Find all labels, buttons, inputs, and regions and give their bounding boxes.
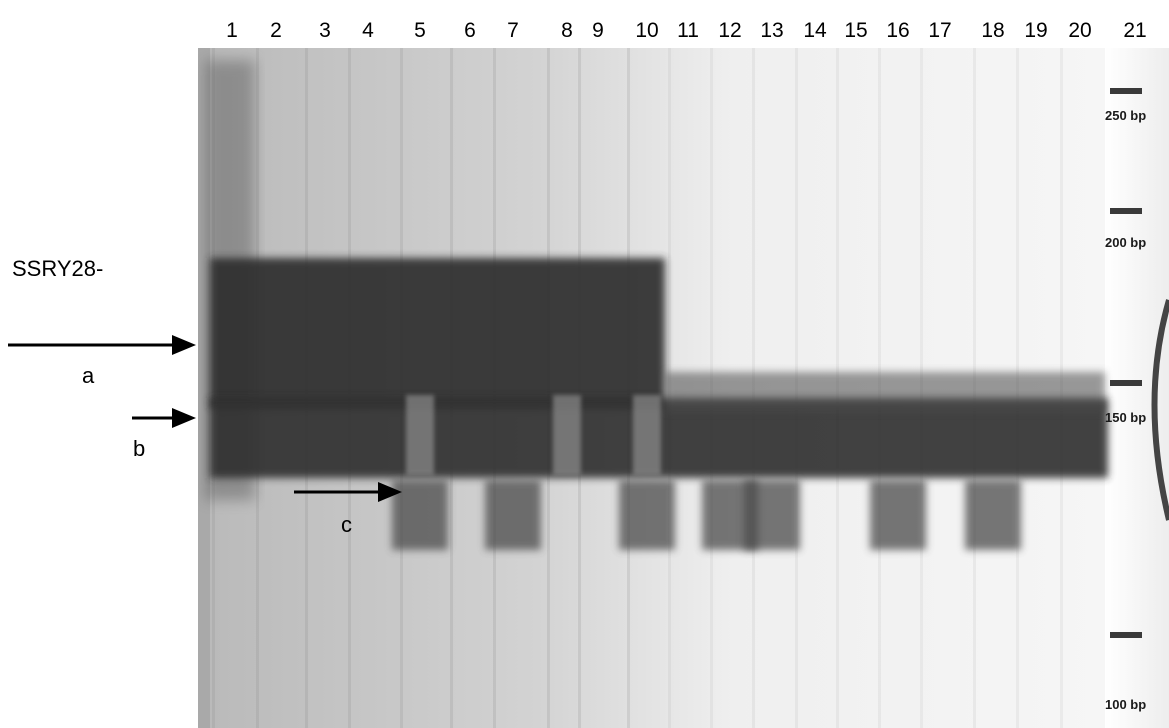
pale-spot — [406, 395, 434, 475]
pale-spot — [553, 395, 581, 475]
lane-number: 1 — [226, 19, 238, 42]
lane-number: 11 — [677, 19, 699, 42]
arrow-c-label: c — [341, 512, 352, 537]
ladder-arc — [1151, 299, 1169, 521]
lane-number: 21 — [1123, 19, 1146, 42]
lane-number: 14 — [803, 19, 827, 42]
ladder-labels: 250 bp 200 bp 150 bp 100 bp — [1105, 108, 1146, 712]
lane-number: 20 — [1068, 19, 1091, 42]
lane-number: 17 — [928, 19, 951, 42]
ladder-label: 150 bp — [1105, 410, 1146, 425]
band-c — [619, 480, 675, 550]
ladder-background — [1105, 48, 1169, 728]
band-layer — [205, 60, 1108, 550]
lane-number: 19 — [1024, 19, 1047, 42]
band-c — [392, 480, 448, 550]
ladder-band — [1110, 88, 1142, 94]
upper-band-block — [210, 258, 665, 408]
marker-title: SSRY28- — [12, 256, 103, 281]
ladder-label: 200 bp — [1105, 235, 1146, 250]
lane-number: 5 — [414, 19, 426, 42]
ladder-band — [1110, 380, 1142, 386]
band-c — [744, 480, 800, 550]
lane-number: 15 — [844, 19, 867, 42]
lane-number: 13 — [760, 19, 783, 42]
lane-number: 2 — [270, 19, 282, 42]
arrow-b-label: b — [133, 436, 145, 461]
lane-number: 12 — [718, 19, 741, 42]
ladder-label: 100 bp — [1105, 697, 1146, 712]
lane-number: 9 — [592, 19, 604, 42]
lane-number: 16 — [886, 19, 909, 42]
ladder-band — [1110, 208, 1142, 214]
arrow-b — [132, 408, 196, 428]
band-c — [870, 480, 926, 550]
arrow-a — [8, 335, 196, 355]
lane-number: 7 — [507, 19, 519, 42]
lane-number: 6 — [464, 19, 476, 42]
ladder-label: 250 bp — [1105, 108, 1146, 123]
band-shoulder-right — [665, 372, 1105, 412]
arrow-a-label: a — [82, 363, 95, 388]
ladder-bands — [1110, 88, 1169, 638]
band-c — [485, 480, 541, 550]
band-c — [965, 480, 1021, 550]
lane-number: 10 — [635, 19, 658, 42]
arrow-c-head — [378, 482, 402, 502]
pale-spot — [633, 395, 661, 475]
gel-image — [198, 48, 1169, 728]
lane-number: 8 — [561, 19, 573, 42]
lane-number: 3 — [319, 19, 331, 42]
arrow-c — [294, 482, 402, 502]
arrow-a-head — [172, 335, 196, 355]
lane-number: 4 — [362, 19, 374, 42]
lane-number: 18 — [981, 19, 1004, 42]
lane-numbers: 1 2 3 4 5 6 7 8 9 10 11 12 13 14 15 16 17 18 19 20 21 — [226, 19, 1147, 42]
ladder-band — [1110, 632, 1142, 638]
arrow-b-head — [172, 408, 196, 428]
